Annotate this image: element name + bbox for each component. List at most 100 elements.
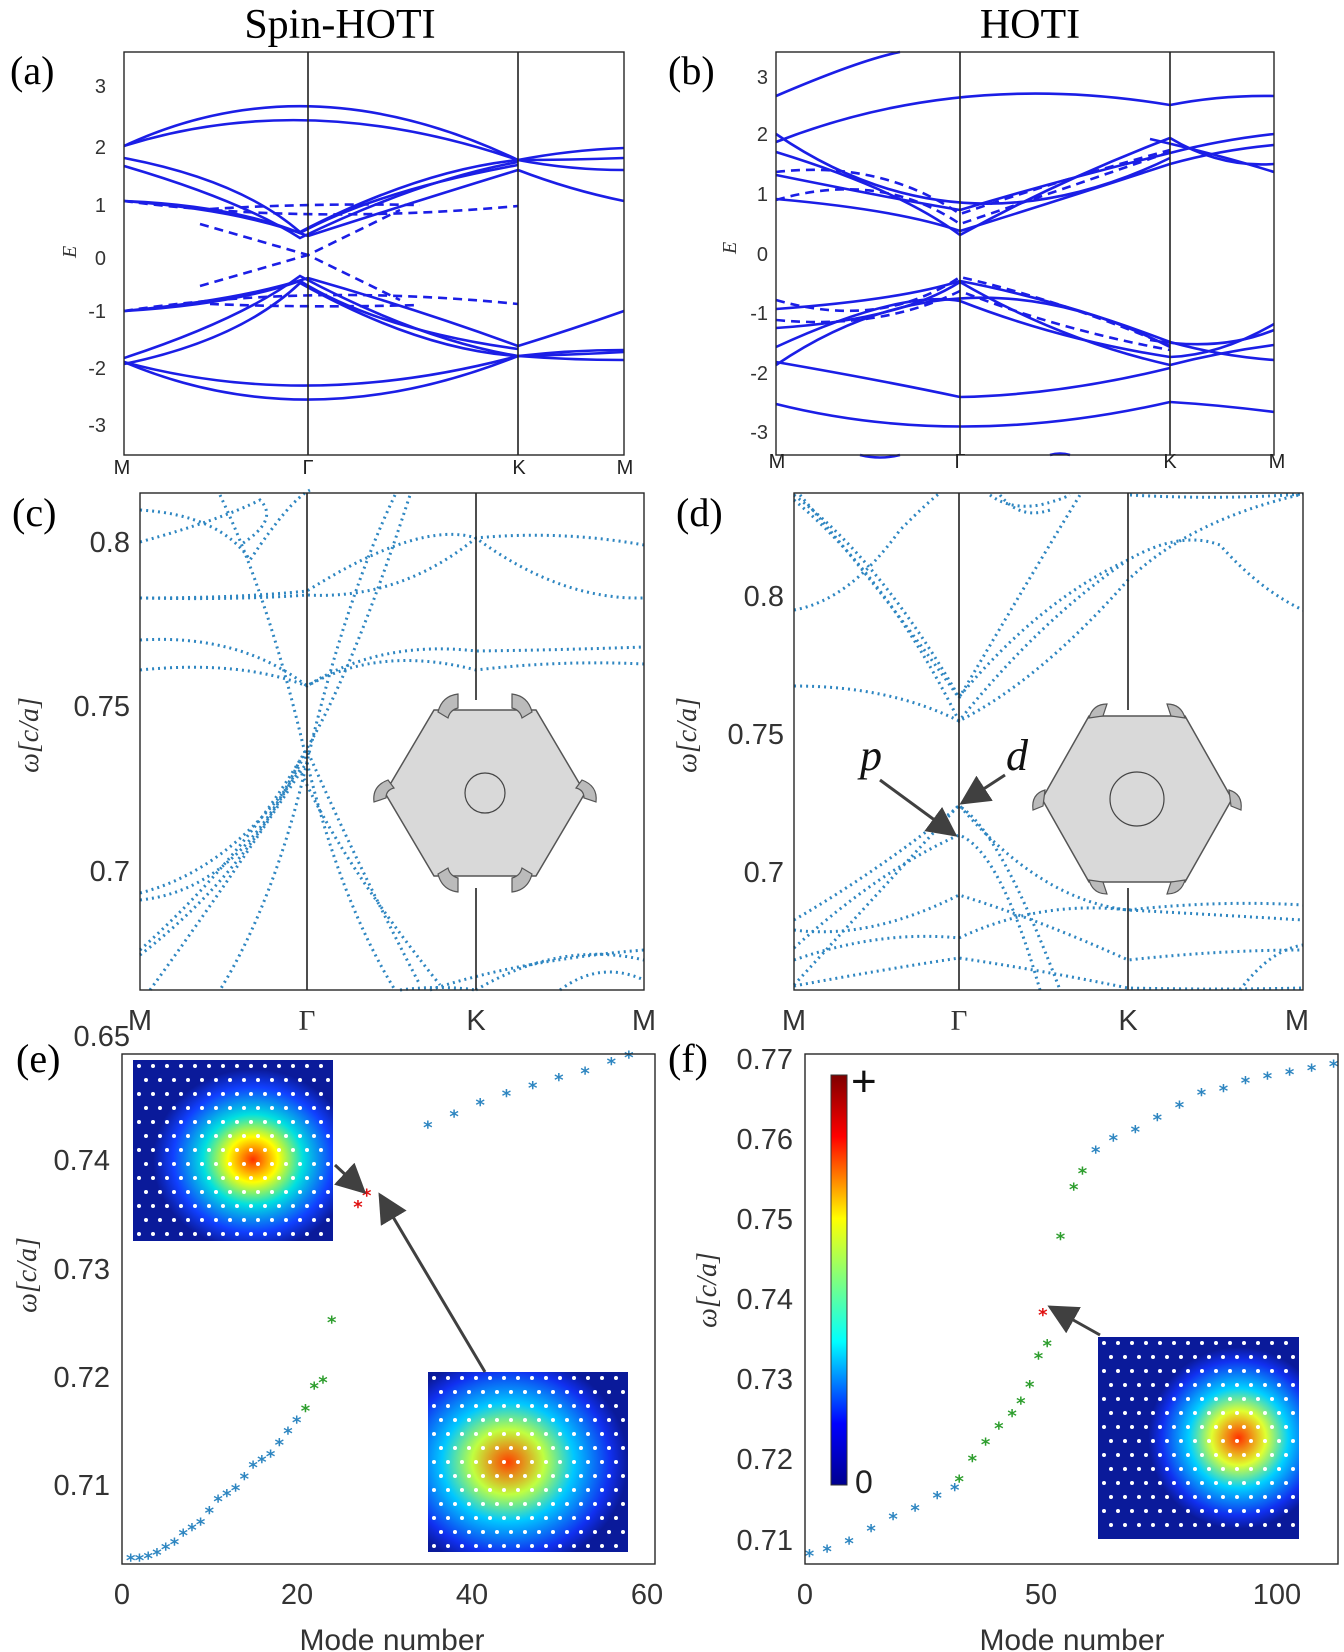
lattice-dot bbox=[1256, 1453, 1260, 1457]
lattice-dot bbox=[1116, 1425, 1120, 1429]
lattice-dot bbox=[1214, 1453, 1218, 1457]
lattice-dot bbox=[1137, 1495, 1141, 1499]
panel-d-frame bbox=[793, 492, 1304, 991]
lattice-dots bbox=[137, 1064, 330, 1236]
data-point: * bbox=[1263, 1069, 1273, 1090]
lattice-dot bbox=[474, 1516, 478, 1520]
lattice-dot bbox=[305, 1064, 309, 1068]
lattice-dot bbox=[1144, 1397, 1148, 1401]
lattice-dot bbox=[1193, 1355, 1197, 1359]
panel-b-xtick: K bbox=[1163, 451, 1177, 473]
lattice-dot bbox=[509, 1418, 513, 1422]
panel-f-yticks: 0.77 0.76 0.75 0.74 0.73 0.72 0.71 bbox=[737, 1044, 793, 1557]
lattice-dot bbox=[165, 1204, 169, 1208]
pillar-icon bbox=[1228, 789, 1242, 811]
data-point: * bbox=[144, 1548, 154, 1569]
lattice-dot bbox=[509, 1446, 513, 1450]
panel-e-xlabel: Mode number bbox=[299, 1624, 484, 1652]
lattice-dot bbox=[1235, 1383, 1239, 1387]
lattice-dot bbox=[614, 1488, 618, 1492]
lattice-dot bbox=[579, 1390, 583, 1394]
panel-c-xtick: M bbox=[128, 1005, 152, 1037]
lattice-dot bbox=[488, 1488, 492, 1492]
data-point: * bbox=[178, 1526, 188, 1547]
annotation-p: p bbox=[857, 731, 882, 780]
lattice-dot bbox=[1151, 1439, 1155, 1443]
data-point: * bbox=[981, 1435, 991, 1456]
lattice-dot bbox=[467, 1530, 471, 1534]
lattice-dot bbox=[488, 1432, 492, 1436]
lattice-dot bbox=[1102, 1425, 1106, 1429]
lattice-dot bbox=[1130, 1453, 1134, 1457]
lattice-dot bbox=[1151, 1411, 1155, 1415]
lattice-dot bbox=[1214, 1509, 1218, 1513]
data-point: * bbox=[1016, 1394, 1026, 1415]
lattice-dot bbox=[1102, 1453, 1106, 1457]
lattice-dot bbox=[305, 1204, 309, 1208]
lattice-dot bbox=[207, 1148, 211, 1152]
data-point: * bbox=[310, 1378, 320, 1399]
lattice-dot bbox=[481, 1474, 485, 1478]
lattice-dot bbox=[1186, 1509, 1190, 1513]
lattice-dot bbox=[193, 1064, 197, 1068]
lattice-dot bbox=[1137, 1467, 1141, 1471]
panel-c: (c) ω[c/a] 0.8 0.75 0.7 0.65 M Γ K M bbox=[12, 488, 656, 1053]
lattice-dot bbox=[1235, 1355, 1239, 1359]
lattice-dot bbox=[1116, 1509, 1120, 1513]
lattice-dot bbox=[1186, 1453, 1190, 1457]
lattice-dot bbox=[186, 1190, 190, 1194]
panel-e-ytick: 0.74 bbox=[54, 1145, 110, 1177]
data-point: * bbox=[170, 1535, 180, 1556]
panel-b-xtick: Γ bbox=[954, 451, 965, 473]
lattice-dot bbox=[593, 1502, 597, 1506]
lattice-dot bbox=[586, 1404, 590, 1408]
lattice-dot bbox=[558, 1544, 562, 1548]
lattice-dot bbox=[1130, 1341, 1134, 1345]
lattice-dot bbox=[1291, 1495, 1295, 1499]
lattice-dot bbox=[614, 1516, 618, 1520]
lattice-dot bbox=[1228, 1425, 1232, 1429]
lattice-dot bbox=[1165, 1383, 1169, 1387]
lattice-dot bbox=[172, 1106, 176, 1110]
lattice-dot bbox=[319, 1120, 323, 1124]
lattice-dot bbox=[200, 1190, 204, 1194]
lattice-dot bbox=[1158, 1425, 1162, 1429]
lattice-dot bbox=[502, 1432, 506, 1436]
panel-a-label: (a) bbox=[10, 48, 54, 93]
data-point: * bbox=[910, 1501, 920, 1522]
lattice-dot bbox=[235, 1092, 239, 1096]
lattice-dot bbox=[565, 1530, 569, 1534]
lattice-dot bbox=[1207, 1411, 1211, 1415]
lattice-dot bbox=[1235, 1495, 1239, 1499]
lattice-dot bbox=[1277, 1523, 1281, 1527]
lattice-dot bbox=[214, 1218, 218, 1222]
lattice-dot bbox=[579, 1418, 583, 1422]
lattice-dot bbox=[305, 1148, 309, 1152]
lattice-dot bbox=[298, 1190, 302, 1194]
lattice-dot bbox=[1172, 1341, 1176, 1345]
lattice-dots bbox=[432, 1376, 625, 1548]
lattice-dot bbox=[1277, 1383, 1281, 1387]
lattice-dot bbox=[1242, 1425, 1246, 1429]
lattice-dot bbox=[172, 1078, 176, 1082]
lattice-dot bbox=[312, 1218, 316, 1222]
data-point: * bbox=[301, 1401, 311, 1422]
panel-f-ytick: 0.73 bbox=[737, 1364, 793, 1396]
arrow-p bbox=[879, 778, 958, 837]
panel-c-ytick: 0.7 bbox=[90, 856, 130, 888]
data-point: * bbox=[257, 1452, 267, 1473]
lattice-dot bbox=[1284, 1425, 1288, 1429]
lattice-dot bbox=[1256, 1341, 1260, 1345]
panel-c-bands bbox=[138, 488, 645, 992]
lattice-dot bbox=[579, 1474, 583, 1478]
data-point: * bbox=[292, 1412, 302, 1433]
lattice-dot bbox=[1221, 1355, 1225, 1359]
lattice-dot bbox=[600, 1516, 604, 1520]
lattice-dot bbox=[165, 1232, 169, 1236]
lattice-dot bbox=[600, 1488, 604, 1492]
lattice-dot bbox=[432, 1544, 436, 1548]
lattice-dot bbox=[1116, 1341, 1120, 1345]
lattice-dot bbox=[291, 1232, 295, 1236]
lattice-dot bbox=[179, 1232, 183, 1236]
panel-d-xtick: K bbox=[1118, 1005, 1138, 1037]
